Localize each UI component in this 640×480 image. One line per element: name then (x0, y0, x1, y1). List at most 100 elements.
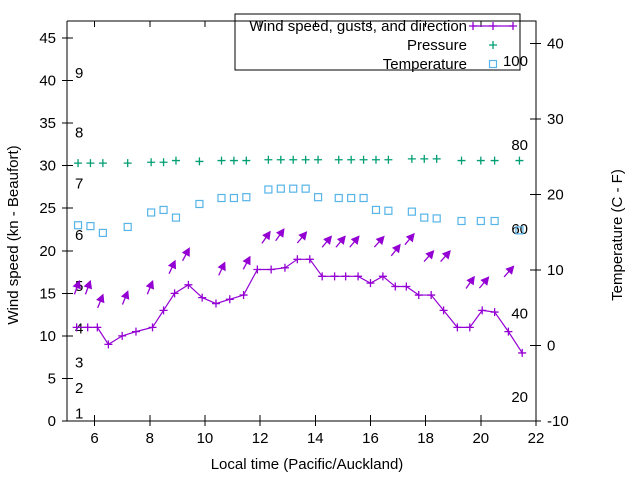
pressure-point (123, 159, 132, 168)
wind-speed-point (453, 323, 462, 332)
temperature-point (347, 193, 356, 203)
temperature-point (289, 184, 298, 193)
wind-direction-arrow (72, 279, 81, 295)
arrow-head (441, 250, 451, 260)
wind-direction-arrow (503, 265, 515, 278)
temperature-point (313, 193, 323, 202)
arrow-head (275, 228, 285, 238)
beaufort-label: 9 (75, 65, 83, 82)
arrow-head (145, 279, 155, 290)
pressure-point (217, 156, 226, 165)
legend: Wind speed, gusts, and direction Pressure… (234, 13, 521, 73)
wind-direction-arrow (181, 247, 190, 262)
y2-axis-title: Temperature (C - F) (609, 169, 626, 301)
arrow-head (323, 235, 333, 245)
arrow-head (83, 279, 93, 290)
arrow-head (405, 232, 415, 243)
temperature-point (86, 222, 95, 231)
y-tick-label: 5 (48, 370, 56, 387)
temperature-point (371, 205, 381, 215)
pressure-point (371, 155, 380, 164)
pressure-point (86, 159, 95, 168)
temperature-point (242, 193, 251, 202)
arrow-head (262, 230, 271, 241)
wind-speed-series (72, 255, 527, 357)
pressure-point (301, 155, 310, 164)
wind-direction-arrow (404, 232, 415, 246)
x-tick-label: 22 (528, 430, 545, 447)
wind-speed-point (341, 272, 350, 281)
y2-tick-label: 30 (547, 111, 564, 128)
arrow-head (181, 247, 190, 257)
fahrenheit-label: 20 (511, 389, 528, 406)
pressure-point (289, 155, 298, 164)
pressure-point (276, 155, 285, 164)
y-tick-label: 35 (39, 115, 56, 132)
wind-direction-arrow (96, 293, 105, 309)
legend-wind-mark-left (469, 22, 477, 30)
wind-direction-arrow (423, 250, 435, 263)
temperature-point (384, 206, 393, 215)
y2-tick-label: 0 (547, 338, 555, 355)
temperature-point (276, 184, 285, 193)
wind-speed-point (518, 348, 527, 357)
legend-pressure-mark (489, 41, 497, 49)
pressure-point (432, 154, 441, 163)
wind-speed-point (280, 263, 289, 272)
pressure-point (242, 156, 251, 165)
wind-direction-arrow (217, 261, 226, 276)
wind-speed-point (159, 306, 168, 315)
wind-speed-point (427, 291, 436, 300)
wind-direction-arrow (275, 228, 285, 242)
wind-speed-point (293, 255, 302, 264)
fahrenheit-scale-labels: 20 40 60 80 100 (503, 53, 528, 406)
pressure-series (74, 154, 524, 168)
wind-speed-point (104, 340, 113, 349)
beaufort-label: 7 (75, 176, 83, 193)
wind-speed-point (354, 272, 363, 281)
temperature-point (147, 208, 156, 217)
axes-group (62, 20, 541, 426)
wind-speed-point (83, 323, 92, 332)
pressure-point (314, 155, 323, 164)
wind-direction-arrow (465, 275, 475, 289)
wind-direction-arrow (120, 290, 130, 305)
temperature-point (432, 214, 441, 223)
temperature-point (73, 221, 83, 230)
wind-direction-arrow (335, 235, 346, 248)
temperature-point (420, 213, 429, 222)
arrow-head (167, 259, 177, 270)
beaufort-label: 8 (75, 125, 83, 142)
wind-speed-point (170, 289, 179, 298)
wind-speed-point (391, 282, 400, 291)
temperature-point (123, 222, 132, 232)
pressure-point (147, 158, 156, 167)
wind-speed-point (198, 293, 207, 302)
legend-label-1: Pressure (407, 37, 467, 54)
arrow-head (425, 250, 435, 260)
wind-speed-point (465, 323, 474, 332)
pressure-point (515, 156, 524, 165)
x-tick-label: 8 (146, 430, 154, 447)
wind-direction-arrow (440, 250, 451, 263)
wind-speed-point (184, 280, 193, 289)
pressure-point (159, 158, 168, 167)
wind-speed-point (93, 323, 102, 332)
temperature-point (301, 184, 310, 193)
x-tick-label: 12 (252, 430, 269, 447)
pressure-point (98, 159, 107, 168)
wind-speed-point (239, 291, 248, 300)
beaufort-label: 1 (75, 405, 83, 422)
wind-speed-point (478, 306, 487, 315)
wind-direction-arrow (83, 279, 93, 295)
temperature-point (457, 216, 466, 226)
wind-direction-arrow (242, 255, 251, 270)
temperature-point (490, 216, 499, 226)
arrow-head (505, 265, 515, 275)
wind-direction-arrow (373, 235, 385, 248)
beaufort-label: 4 (75, 320, 83, 337)
wind-speed-point (414, 291, 423, 300)
beaufort-label: 6 (75, 227, 83, 244)
arrow-head (466, 275, 475, 286)
